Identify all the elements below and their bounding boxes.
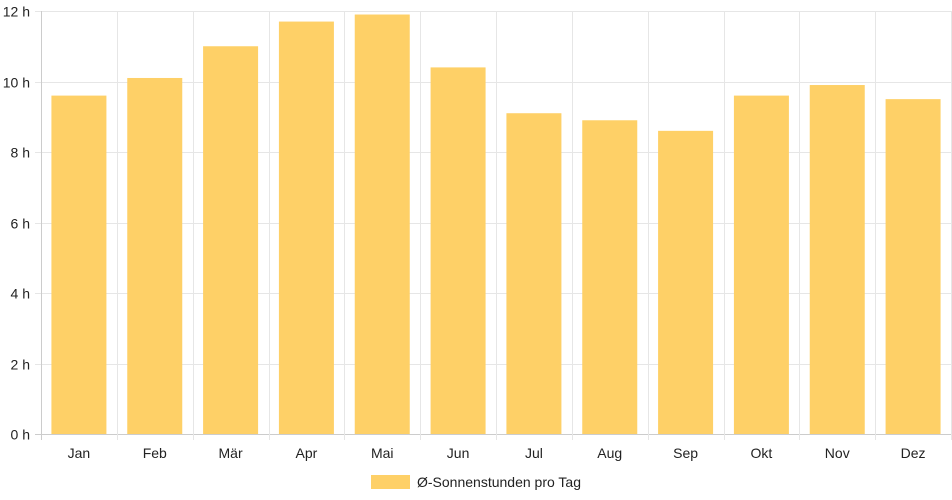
bar-series [51,14,941,435]
y-tick-label: 10 h [3,75,30,91]
y-tick-label: 6 h [11,216,30,232]
bar-jun[interactable] [430,67,486,435]
x-tick-label: Mai [371,445,394,461]
grid-lines [35,11,952,440]
bar-okt[interactable] [733,95,789,434]
legend-label[interactable]: Ø-Sonnenstunden pro Tag [417,474,581,490]
x-axis-labels: Jan Feb Mär Apr Mai Jun Jul Aug Sep Okt Nov Dez [68,445,926,461]
x-tick-label: Apr [296,445,318,461]
bar-apr[interactable] [278,21,334,434]
y-tick-label: 0 h [11,427,30,443]
x-tick-label: Jul [525,445,543,461]
legend[interactable]: Ø-Sonnenstunden pro Tag [371,474,581,490]
y-tick-label: 8 h [11,145,30,161]
x-tick-label: Okt [751,445,773,461]
bar-mär[interactable] [203,46,259,434]
x-tick-label: Dez [901,445,926,461]
bar-sep[interactable] [658,130,714,434]
bar-mai[interactable] [354,14,410,435]
bar-dez[interactable] [885,99,941,434]
x-tick-label: Nov [825,445,850,461]
y-tick-label: 2 h [11,357,30,373]
bar-jan[interactable] [51,95,107,434]
bar-nov[interactable] [809,85,865,435]
bar-feb[interactable] [127,77,183,434]
x-tick-label: Sep [673,445,698,461]
y-tick-label: 12 h [3,4,30,20]
x-tick-label: Aug [597,445,622,461]
bar-aug[interactable] [582,120,638,435]
y-tick-label: 4 h [11,286,30,302]
x-tick-label: Feb [143,445,167,461]
x-tick-label: Jan [68,445,91,461]
x-tick-label: Mär [219,445,243,461]
bar-jul[interactable] [506,113,562,434]
y-axis-labels: 0 h 2 h 4 h 6 h 8 h 10 h 12 h [3,4,30,443]
legend-swatch[interactable] [371,475,410,489]
x-tick-label: Jun [447,445,470,461]
